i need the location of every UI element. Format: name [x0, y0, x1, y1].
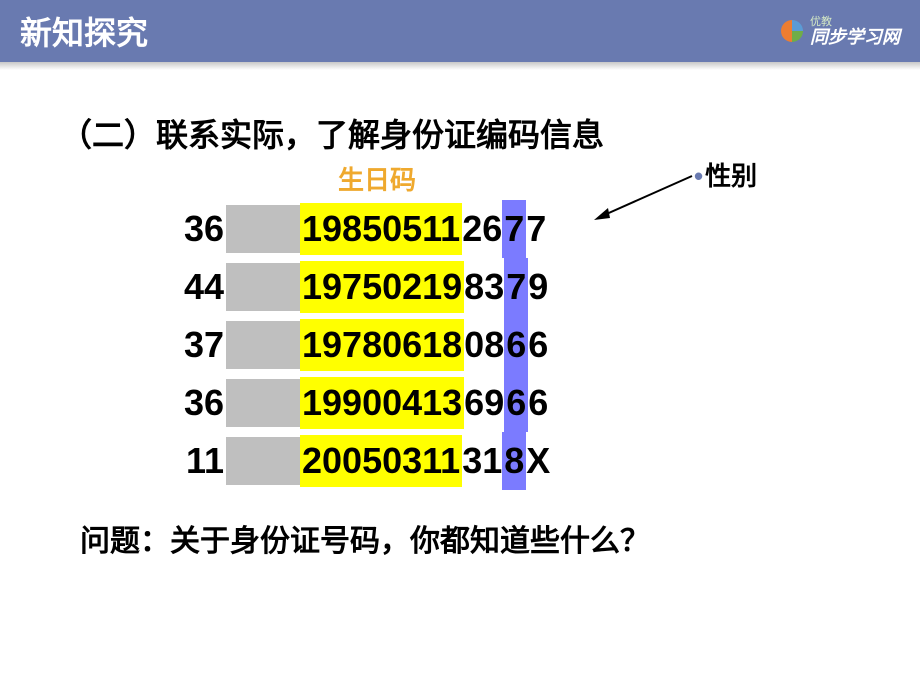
- id-prefix: 37: [174, 324, 224, 366]
- bullet-icon: •: [694, 161, 703, 191]
- id-prefix: 44: [174, 266, 224, 308]
- sequence-before: 08: [464, 324, 504, 366]
- sequence-before: 83: [464, 266, 504, 308]
- question-text: 问题：关于身份证号码，你都知道些什么？: [80, 516, 650, 560]
- masked-block: [226, 263, 300, 311]
- logo-icon: [778, 17, 806, 45]
- logo-large-text: 同步学习网: [810, 27, 900, 47]
- birthday-code: 19780618: [300, 319, 464, 371]
- header-shadow: [0, 62, 920, 70]
- id-row: 37197806180866: [174, 316, 550, 374]
- birthday-code: 19750219: [300, 261, 464, 313]
- content-area: （二）联系实际，了解身份证编码信息 生日码 •性别 36198505112677…: [0, 70, 920, 214]
- gender-label-text: 性别: [705, 161, 757, 191]
- birthday-code: 20050311: [300, 435, 462, 487]
- gender-digit: 7: [504, 258, 528, 316]
- gender-digit: 7: [502, 200, 526, 258]
- sequence-after: 6: [528, 382, 548, 424]
- id-row: 11 20050311318X: [174, 432, 550, 490]
- gender-digit: 6: [504, 374, 528, 432]
- gender-label: •性别: [694, 156, 757, 193]
- logo-small-text: 优教: [810, 16, 832, 28]
- masked-block: [226, 437, 300, 485]
- header-title: 新知探究: [20, 8, 148, 54]
- section-title: （二）联系实际，了解身份证编码信息: [60, 110, 860, 156]
- masked-block: [226, 205, 300, 253]
- id-row: 44 197502198379: [174, 258, 550, 316]
- sequence-after: X: [526, 440, 550, 482]
- id-row: 36199004136966: [174, 374, 550, 432]
- header-bar: 新知探究 优教 同步学习网: [0, 0, 920, 62]
- logo-text: 优教 同步学习网: [810, 14, 900, 48]
- birthday-label: 生日码: [338, 160, 416, 197]
- masked-block: [226, 321, 300, 369]
- header-logo: 优教 同步学习网: [778, 14, 900, 48]
- birthday-code: 19850511: [300, 203, 462, 255]
- id-table: 3619850511267744197502198379371978061808…: [174, 200, 550, 490]
- sequence-after: 7: [526, 208, 546, 250]
- arrow-icon: [594, 174, 694, 220]
- id-prefix: 36: [174, 208, 224, 250]
- birthday-code: 19900413: [300, 377, 464, 429]
- id-row: 36198505112677: [174, 200, 550, 258]
- sequence-after: 9: [528, 266, 548, 308]
- sequence-before: 31: [462, 440, 502, 482]
- sequence-after: 6: [528, 324, 548, 366]
- id-prefix: 36: [174, 382, 224, 424]
- sequence-before: 26: [462, 208, 502, 250]
- sequence-before: 69: [464, 382, 504, 424]
- masked-block: [226, 379, 300, 427]
- gender-digit: 8: [502, 432, 526, 490]
- gender-digit: 6: [504, 316, 528, 374]
- id-prefix: 11: [174, 440, 224, 482]
